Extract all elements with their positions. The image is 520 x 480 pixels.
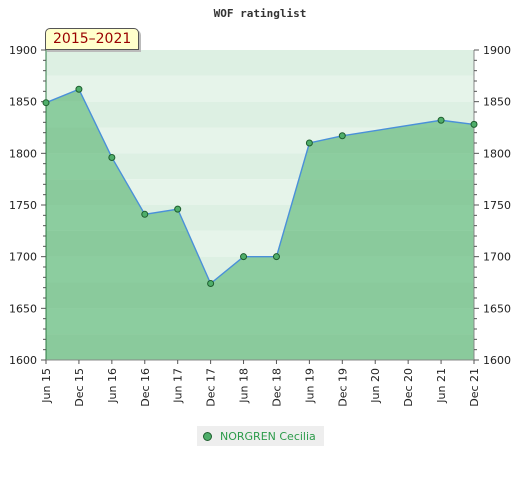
data-point [75, 85, 83, 93]
data-point [240, 253, 248, 261]
x-tick-label: Jun 15 [40, 368, 53, 404]
period-badge: 2015–2021 [45, 28, 140, 50]
data-point [470, 120, 478, 128]
x-tick-label: Jun 19 [303, 368, 316, 404]
data-marks [42, 85, 478, 288]
y-tick-label-left: 1900 [9, 44, 37, 57]
y-tick-label-right: 1600 [483, 354, 511, 367]
x-tick-label: Dec 20 [402, 368, 415, 407]
x-tick-label: Dec 18 [270, 368, 283, 407]
axes: 1600 1600 1650 1650 1700 1700 1750 1750 1800 1800… [9, 44, 511, 407]
y-tick-label-right: 1650 [483, 302, 511, 315]
chart-title: WOF ratinglist [214, 7, 307, 20]
area-above-tint [46, 50, 474, 284]
y-tick-label-left: 1800 [9, 147, 37, 160]
series-line [45, 88, 475, 285]
data-point [437, 116, 445, 124]
data-point [141, 210, 149, 218]
x-tick-label: Dec 19 [336, 368, 349, 407]
y-tick-label-right: 1750 [483, 199, 511, 212]
x-tick-label: Jun 18 [238, 368, 251, 404]
y-tick-label-left: 1850 [9, 96, 37, 109]
y-tick-label-left: 1700 [9, 251, 37, 264]
x-tick-label: Dec 21 [468, 368, 481, 407]
x-tick-label: Jun 20 [369, 368, 382, 404]
data-point [108, 153, 116, 161]
series-area [46, 89, 474, 361]
data-point [42, 99, 50, 107]
y-tick-label-left: 1750 [9, 199, 37, 212]
x-tick-label: Jun 16 [106, 368, 119, 404]
x-tick-label: Dec 15 [73, 368, 86, 407]
data-point [272, 253, 280, 261]
data-point [174, 205, 182, 213]
y-tick-label-right: 1850 [483, 96, 511, 109]
legend: NORGREN Cecilia [197, 426, 324, 446]
y-tick-label-right: 1700 [483, 251, 511, 264]
x-tick-label: Jun 17 [172, 368, 185, 404]
x-tick-label: Dec 16 [139, 368, 152, 407]
y-tick-label-right: 1900 [483, 44, 511, 57]
y-tick-label-left: 1600 [9, 354, 37, 367]
data-point [305, 139, 313, 147]
area-stripe [46, 334, 474, 360]
data-point [207, 280, 215, 288]
legend-marker-icon [203, 431, 212, 441]
x-tick-label: Dec 17 [205, 368, 218, 407]
x-tick-label: Jun 21 [435, 368, 448, 404]
y-tick-label-left: 1650 [9, 302, 37, 315]
area-layer [46, 50, 474, 361]
area-stripe [46, 282, 474, 309]
data-point [338, 132, 346, 140]
y-tick-label-right: 1800 [483, 147, 511, 160]
legend-label: NORGREN Cecilia [220, 429, 316, 443]
